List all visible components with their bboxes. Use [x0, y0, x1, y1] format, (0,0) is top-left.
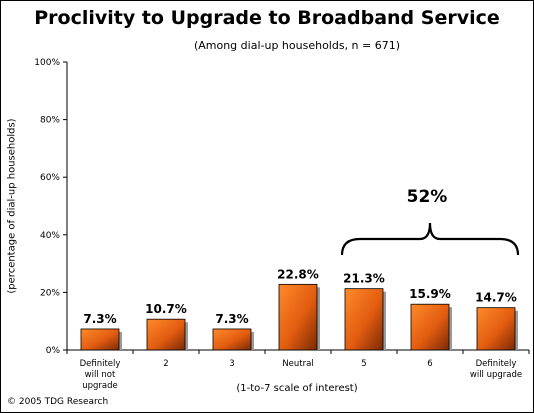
bar — [410, 303, 450, 351]
curly-bracket — [340, 222, 520, 256]
x-tick-label: Definitely will not upgrade — [80, 359, 121, 391]
bar — [476, 307, 516, 351]
bar-value-label: 21.3% — [343, 272, 385, 286]
bar-value-label: 10.7% — [145, 302, 187, 316]
y-tick-label: 20% — [40, 288, 60, 298]
bracket-annotation-label: 52% — [406, 187, 448, 207]
chart-subtitle: (Among dial-up households, n = 671) — [193, 39, 401, 52]
bar — [344, 288, 384, 351]
x-tick-label: 6 — [427, 359, 432, 369]
x-tick-label: 2 — [163, 359, 168, 369]
y-tick-label: 0% — [46, 346, 61, 356]
bar-value-label: 14.7% — [475, 291, 517, 305]
chart-title: Proclivity to Upgrade to Broadband Servi… — [34, 7, 500, 29]
x-tick-label: Definitely will upgrade — [470, 359, 522, 380]
x-axis-label: (1-to-7 scale of interest) — [236, 383, 358, 394]
y-tick-label: 40% — [40, 231, 60, 241]
bar — [212, 328, 252, 351]
y-tick-label: 80% — [40, 116, 60, 126]
bar-value-label: 22.8% — [277, 267, 319, 281]
bar-value-label: 15.9% — [409, 287, 451, 301]
bar — [80, 328, 120, 351]
y-tick-label: 100% — [34, 58, 60, 68]
bar — [146, 318, 186, 351]
bar-value-label: 7.3% — [83, 312, 116, 326]
copyright-footer: © 2005 TDG Research — [7, 397, 109, 407]
x-tick-label: Neutral — [282, 359, 313, 369]
x-tick-label: 3 — [229, 359, 234, 369]
bar-value-label: 7.3% — [215, 312, 248, 326]
y-tick-label: 60% — [40, 173, 60, 183]
bar — [278, 283, 318, 351]
x-tick-label: 5 — [361, 359, 366, 369]
